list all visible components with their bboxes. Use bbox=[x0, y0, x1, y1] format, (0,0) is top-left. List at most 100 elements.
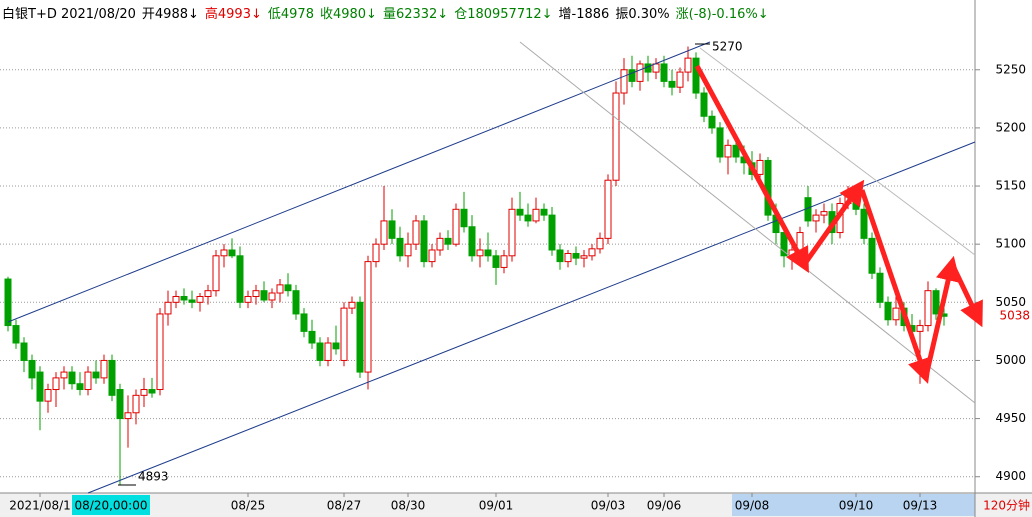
candle-body bbox=[396, 237, 404, 257]
x-tick-label: 2021/08/1 bbox=[9, 499, 71, 513]
zigzag-arrow bbox=[694, 64, 809, 273]
candle-body bbox=[660, 63, 668, 82]
candle-body bbox=[580, 255, 588, 259]
candle-body bbox=[924, 290, 932, 327]
candle-body bbox=[292, 290, 300, 315]
candle-body bbox=[244, 295, 252, 303]
candle-body bbox=[348, 301, 356, 309]
candle-body bbox=[324, 342, 332, 361]
candle-body bbox=[548, 214, 556, 251]
candle-body bbox=[868, 237, 876, 274]
header-item: 收4980↓ bbox=[319, 7, 377, 22]
candle-body bbox=[252, 290, 260, 297]
candle-body bbox=[356, 301, 364, 373]
candle-body bbox=[204, 290, 212, 297]
candle-body bbox=[84, 371, 92, 391]
candle-body bbox=[92, 371, 100, 379]
zigzag-arrow bbox=[803, 179, 865, 264]
candle-body bbox=[628, 69, 636, 82]
candle-body bbox=[476, 249, 484, 257]
x-tick-label: 09/13 bbox=[903, 499, 938, 513]
drawings bbox=[7, 41, 983, 494]
candle-body bbox=[820, 211, 828, 216]
candle-body bbox=[228, 249, 236, 257]
x-tick-label: 09/03 bbox=[591, 499, 626, 513]
candle-body bbox=[932, 290, 940, 315]
zigzag-arrow bbox=[951, 266, 983, 328]
candle-body bbox=[492, 255, 500, 268]
candle-body bbox=[20, 342, 28, 361]
candle-body bbox=[860, 208, 868, 239]
candle-body bbox=[892, 307, 900, 321]
y-tick-label: 5000 bbox=[995, 353, 1026, 367]
candle-body bbox=[764, 159, 772, 216]
candle-body bbox=[52, 377, 60, 391]
high-annotation: 5270 bbox=[712, 40, 743, 54]
header-item: 白银T+D 2021/08/20 bbox=[2, 7, 136, 22]
candle-body bbox=[260, 290, 268, 301]
y-tick-label: 5250 bbox=[995, 62, 1026, 76]
candle-body bbox=[124, 412, 132, 420]
candle-body bbox=[916, 325, 924, 332]
candle-body bbox=[756, 159, 764, 175]
candle-body bbox=[724, 144, 732, 158]
candle-body bbox=[692, 57, 700, 94]
candle-body bbox=[12, 325, 20, 344]
candle-body bbox=[172, 295, 180, 303]
candle-body bbox=[44, 389, 52, 402]
candle-body bbox=[4, 278, 12, 327]
candle-body bbox=[236, 255, 244, 303]
candle-body bbox=[604, 179, 612, 239]
y-tick-label: 5100 bbox=[995, 237, 1026, 251]
candle-body bbox=[708, 115, 716, 129]
last-price-label: 5038 bbox=[999, 309, 1030, 323]
candle-body bbox=[268, 292, 276, 301]
header-item: 高4993↓ bbox=[204, 7, 262, 22]
candle-body bbox=[308, 330, 316, 344]
candle-body bbox=[212, 255, 220, 292]
candle-body bbox=[572, 252, 580, 259]
x-tick-label: 09/01 bbox=[479, 499, 514, 513]
candle-body bbox=[164, 301, 172, 315]
candle-body bbox=[700, 92, 708, 117]
y-tick-label: 5150 bbox=[995, 179, 1026, 193]
x-tick-label: 08/27 bbox=[327, 499, 362, 513]
candle-body bbox=[524, 214, 532, 222]
candle-body bbox=[460, 208, 468, 228]
candle-body bbox=[516, 208, 524, 216]
candle-body bbox=[100, 359, 108, 379]
x-tick-label: 09/06 bbox=[647, 499, 682, 513]
x-tick-label: 08/25 bbox=[231, 499, 266, 513]
candle-body bbox=[380, 220, 388, 245]
candle-body bbox=[732, 144, 740, 158]
candle-body bbox=[484, 249, 492, 257]
candle-body bbox=[652, 63, 660, 73]
candle-body bbox=[668, 80, 676, 88]
low-annotation: 4893 bbox=[138, 470, 169, 484]
x-tick-label: 08/30 bbox=[391, 499, 426, 513]
candle-body bbox=[28, 359, 36, 379]
cursor-label-box bbox=[72, 495, 150, 515]
candle-body bbox=[812, 214, 820, 222]
candle-body bbox=[404, 243, 412, 257]
candle-body bbox=[340, 307, 348, 361]
candle-body bbox=[444, 237, 452, 245]
candle-body bbox=[420, 220, 428, 263]
x-tick-label: 09/08 bbox=[735, 499, 770, 513]
period-label: 120分钟 bbox=[983, 498, 1030, 513]
candle-body bbox=[76, 383, 84, 391]
candle-body bbox=[428, 249, 436, 263]
candle-body bbox=[540, 208, 548, 216]
header-item: 开4988↓ bbox=[141, 7, 199, 22]
channel-upper bbox=[7, 41, 711, 323]
candle-body bbox=[388, 220, 396, 239]
candle-body bbox=[196, 295, 204, 303]
candle-body bbox=[500, 255, 508, 268]
candle-body bbox=[36, 371, 44, 402]
channel-lower bbox=[87, 141, 976, 494]
candle-body bbox=[332, 342, 340, 350]
candle-body bbox=[588, 248, 596, 257]
